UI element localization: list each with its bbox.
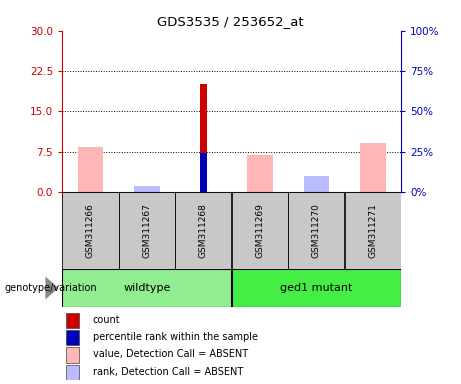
Bar: [65, 347, 79, 362]
Text: GSM311266: GSM311266: [86, 203, 95, 258]
Bar: [78, 147, 103, 192]
Text: GSM311270: GSM311270: [312, 203, 321, 258]
Bar: [304, 176, 329, 192]
Text: GSM311269: GSM311269: [255, 203, 265, 258]
Bar: [247, 156, 272, 192]
Text: GDS3535 / 253652_at: GDS3535 / 253652_at: [157, 15, 304, 28]
Text: ged1 mutant: ged1 mutant: [280, 283, 353, 293]
Bar: [232, 269, 401, 307]
Bar: [65, 313, 79, 328]
Text: percentile rank within the sample: percentile rank within the sample: [93, 332, 258, 342]
Bar: [304, 179, 329, 192]
Bar: [345, 192, 401, 269]
Bar: [175, 192, 231, 269]
Text: GSM311268: GSM311268: [199, 203, 208, 258]
Text: wildtype: wildtype: [123, 283, 171, 293]
Bar: [288, 192, 344, 269]
Bar: [200, 84, 207, 192]
Text: value, Detection Call = ABSENT: value, Detection Call = ABSENT: [93, 349, 248, 359]
Bar: [65, 365, 79, 380]
Bar: [119, 192, 175, 269]
Bar: [62, 269, 231, 307]
Text: GSM311271: GSM311271: [368, 203, 378, 258]
Polygon shape: [45, 276, 58, 300]
Text: rank, Detection Call = ABSENT: rank, Detection Call = ABSENT: [93, 366, 243, 377]
Bar: [232, 192, 288, 269]
Bar: [62, 192, 118, 269]
Bar: [65, 330, 79, 345]
Text: GSM311267: GSM311267: [142, 203, 152, 258]
Bar: [360, 142, 385, 192]
Bar: [200, 153, 207, 192]
Bar: [134, 186, 160, 192]
Text: count: count: [93, 314, 120, 325]
Text: genotype/variation: genotype/variation: [5, 283, 97, 293]
